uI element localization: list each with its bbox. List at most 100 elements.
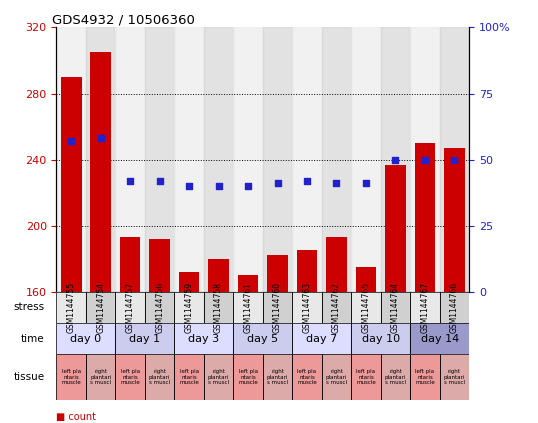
Bar [56, 323, 116, 354]
Bar [116, 291, 145, 323]
Bar [233, 291, 263, 323]
Bar [440, 291, 469, 323]
Bar [322, 291, 351, 323]
Bar [179, 272, 200, 291]
Bar [351, 291, 381, 323]
Text: day 0: day 0 [70, 334, 102, 343]
Bar [440, 354, 469, 400]
Text: GSM1144764: GSM1144764 [391, 282, 400, 333]
Text: right
plantari
s muscl: right plantari s muscl [385, 369, 406, 385]
Text: left pla
ntaris
muscle: left pla ntaris muscle [238, 369, 258, 385]
Bar [410, 354, 440, 400]
Bar [292, 323, 351, 354]
Text: right
plantari
s muscl: right plantari s muscl [149, 369, 171, 385]
Text: right
plantari
s muscl: right plantari s muscl [444, 369, 465, 385]
Bar [410, 323, 469, 354]
Bar [145, 27, 174, 291]
Bar [233, 27, 263, 291]
Bar [204, 354, 233, 400]
Bar [322, 354, 351, 400]
Text: day 5: day 5 [247, 334, 278, 343]
Bar [292, 27, 322, 291]
Text: left pla
ntaris
muscle: left pla ntaris muscle [297, 369, 317, 385]
Bar [174, 291, 204, 323]
Bar [322, 291, 351, 323]
Bar [351, 354, 381, 400]
Text: day 14: day 14 [421, 334, 459, 343]
Point [391, 156, 400, 163]
Bar [322, 27, 351, 291]
Bar [116, 323, 174, 354]
Text: GSM1144760: GSM1144760 [273, 282, 282, 333]
Bar [233, 323, 292, 354]
Bar [116, 291, 145, 323]
Text: GSM1144765: GSM1144765 [362, 282, 371, 333]
Text: right
plantari
s muscl: right plantari s muscl [326, 369, 347, 385]
Bar [292, 354, 322, 400]
Text: right
plantari
s muscl: right plantari s muscl [267, 369, 288, 385]
Text: GSM1144767: GSM1144767 [420, 282, 429, 333]
Point [185, 183, 194, 190]
Bar [440, 27, 469, 291]
Point [362, 180, 370, 187]
Bar [381, 291, 410, 323]
Text: control: control [67, 302, 105, 312]
Bar [116, 291, 469, 323]
Bar [410, 354, 440, 400]
Point [303, 177, 312, 184]
Bar [263, 291, 292, 323]
Point [214, 183, 223, 190]
Bar [61, 77, 82, 291]
Bar [86, 354, 116, 400]
Text: tissue: tissue [13, 372, 45, 382]
Text: synergist ablation: synergist ablation [242, 302, 342, 312]
Text: stress: stress [13, 302, 45, 312]
Text: GSM1144766: GSM1144766 [450, 282, 459, 333]
Text: day 7: day 7 [306, 334, 337, 343]
Bar [174, 354, 204, 400]
Bar [86, 291, 116, 323]
Bar [174, 291, 204, 323]
Bar [297, 250, 317, 291]
Text: GSM1144761: GSM1144761 [244, 282, 252, 333]
Text: ■ count: ■ count [56, 412, 96, 423]
Bar [174, 323, 233, 354]
Bar [410, 323, 469, 354]
Point [126, 177, 134, 184]
Bar [292, 354, 322, 400]
Bar [263, 354, 292, 400]
Bar [385, 165, 406, 291]
Bar [440, 291, 469, 323]
Point [273, 180, 282, 187]
Bar [356, 267, 376, 291]
Point [244, 183, 252, 190]
Bar [208, 258, 229, 291]
Bar [116, 354, 145, 400]
Bar [116, 291, 469, 323]
Bar [351, 27, 381, 291]
Point [155, 177, 164, 184]
Bar [267, 255, 288, 291]
Bar [116, 354, 145, 400]
Text: left pla
ntaris
muscle: left pla ntaris muscle [61, 369, 81, 385]
Point [421, 156, 429, 163]
Bar [381, 291, 410, 323]
Bar [116, 323, 174, 354]
Bar [292, 291, 322, 323]
Text: right
plantari
s muscl: right plantari s muscl [90, 369, 111, 385]
Bar [322, 354, 351, 400]
Bar [174, 27, 204, 291]
Text: GDS4932 / 10506360: GDS4932 / 10506360 [52, 14, 195, 26]
Bar [263, 291, 292, 323]
Text: day 3: day 3 [188, 334, 220, 343]
Bar [56, 291, 116, 323]
Bar [145, 354, 174, 400]
Bar [86, 27, 116, 291]
Text: GSM1144758: GSM1144758 [214, 282, 223, 333]
Bar [116, 27, 145, 291]
Bar [381, 354, 410, 400]
Text: day 1: day 1 [129, 334, 160, 343]
Text: GSM1144762: GSM1144762 [332, 282, 341, 333]
Bar [351, 291, 381, 323]
Text: left pla
ntaris
muscle: left pla ntaris muscle [415, 369, 435, 385]
